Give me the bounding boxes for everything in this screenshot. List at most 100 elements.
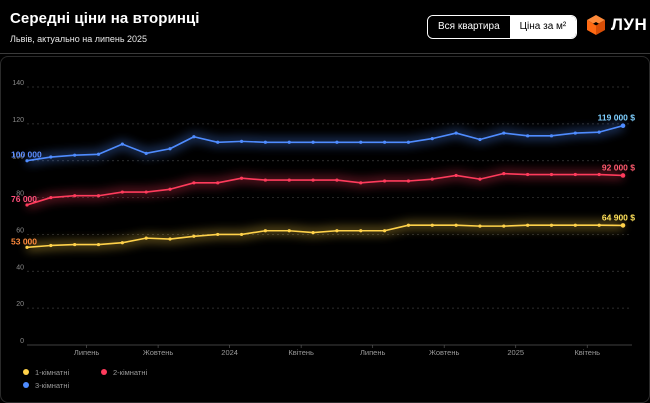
y-tick-label: 0 xyxy=(20,338,24,345)
data-point xyxy=(239,232,244,237)
data-point xyxy=(502,172,506,176)
data-point xyxy=(335,229,339,233)
data-point xyxy=(192,135,196,139)
x-tick-label: Липень xyxy=(360,348,385,357)
data-point xyxy=(168,237,172,241)
data-point xyxy=(454,223,458,227)
data-point xyxy=(526,223,530,227)
series-end-label: 64 900 $ xyxy=(602,212,635,222)
data-point xyxy=(120,241,124,245)
data-point xyxy=(406,179,411,183)
data-point xyxy=(144,236,148,240)
data-point xyxy=(263,229,267,233)
chart-header: Середні ціни на вторинці Львів, актуальн… xyxy=(0,0,650,54)
legend-label: 3-кімнатні xyxy=(35,381,69,390)
legend-marker xyxy=(23,382,29,388)
data-point xyxy=(383,179,387,183)
series-line xyxy=(26,172,624,206)
data-point xyxy=(573,223,577,227)
data-point xyxy=(335,178,339,182)
data-point xyxy=(73,242,77,247)
x-tick-label: Липень xyxy=(74,348,99,357)
data-point xyxy=(239,176,244,180)
data-point xyxy=(263,178,267,182)
data-point-end xyxy=(620,223,626,228)
y-tick-label: 20 xyxy=(16,301,24,308)
data-point xyxy=(192,234,196,238)
data-point xyxy=(573,131,577,135)
data-point xyxy=(96,152,101,156)
data-point xyxy=(430,177,434,181)
y-tick-label: 140 xyxy=(12,80,24,87)
series-start-label: 76 000 xyxy=(11,194,37,204)
data-point xyxy=(406,223,411,227)
data-point xyxy=(526,172,530,177)
brand-logo[interactable]: ЛУН xyxy=(586,14,647,36)
data-point xyxy=(263,140,267,144)
data-point xyxy=(406,140,411,144)
y-tick-label: 40 xyxy=(16,264,24,271)
price-mode-toggle[interactable]: Вся квартира Ціна за м² xyxy=(427,15,578,39)
data-point xyxy=(478,224,482,228)
data-point xyxy=(120,190,124,194)
data-point xyxy=(49,195,53,200)
data-point xyxy=(25,245,29,249)
data-point xyxy=(168,187,172,191)
series-glow xyxy=(26,221,624,251)
page-subtitle: Львів, актуально на липень 2025 xyxy=(10,34,148,44)
data-point xyxy=(359,181,363,185)
data-point xyxy=(287,229,291,233)
data-point xyxy=(549,172,554,177)
series-end-label: 119 000 $ xyxy=(598,113,636,123)
data-point xyxy=(216,232,220,237)
data-point xyxy=(478,177,482,181)
page-title: Середні ціни на вторинці xyxy=(10,10,200,27)
legend-marker xyxy=(23,369,29,375)
data-point xyxy=(287,140,291,144)
legend-label: 1-кімнатні xyxy=(35,368,69,377)
data-point xyxy=(359,140,363,144)
y-tick-label: 100 xyxy=(12,154,24,161)
data-point xyxy=(216,181,220,185)
data-point xyxy=(311,230,315,235)
data-point xyxy=(335,140,339,144)
series-glow xyxy=(26,122,624,165)
series-glow xyxy=(25,170,624,209)
legend-label: 2-кімнатні xyxy=(113,368,147,377)
brand-name: ЛУН xyxy=(611,15,648,34)
data-point xyxy=(311,178,315,182)
series-line xyxy=(26,224,624,249)
series-end-label: 92 000 $ xyxy=(602,162,635,172)
x-tick-label: 2025 xyxy=(507,348,524,357)
data-point xyxy=(549,134,554,138)
x-tick-label: Жовтень xyxy=(429,348,459,357)
data-point xyxy=(454,131,458,135)
toggle-whole-apartment[interactable]: Вся квартира xyxy=(428,16,510,38)
series-line xyxy=(26,124,624,162)
data-point xyxy=(168,147,172,151)
x-tick-label: 2024 xyxy=(221,348,238,357)
y-tick-label: 80 xyxy=(16,191,24,198)
x-tick-label: Квітень xyxy=(574,348,600,357)
data-point xyxy=(287,178,291,182)
data-point xyxy=(526,134,530,138)
data-point xyxy=(430,223,434,227)
data-point-end xyxy=(620,173,626,178)
x-tick-label: Жовтень xyxy=(143,348,173,357)
data-point xyxy=(597,130,601,134)
data-point xyxy=(383,140,387,144)
data-point xyxy=(192,181,196,185)
data-point xyxy=(25,203,29,207)
data-point xyxy=(597,223,601,227)
data-point xyxy=(430,137,434,141)
data-point xyxy=(120,142,124,146)
data-point xyxy=(144,190,148,194)
y-tick-label: 120 xyxy=(12,117,24,124)
toggle-price-per-m2[interactable]: Ціна за м² xyxy=(509,16,577,38)
data-point xyxy=(96,194,101,198)
data-point xyxy=(383,229,387,233)
data-point xyxy=(359,229,363,233)
data-point xyxy=(73,194,77,198)
data-point xyxy=(502,131,506,135)
